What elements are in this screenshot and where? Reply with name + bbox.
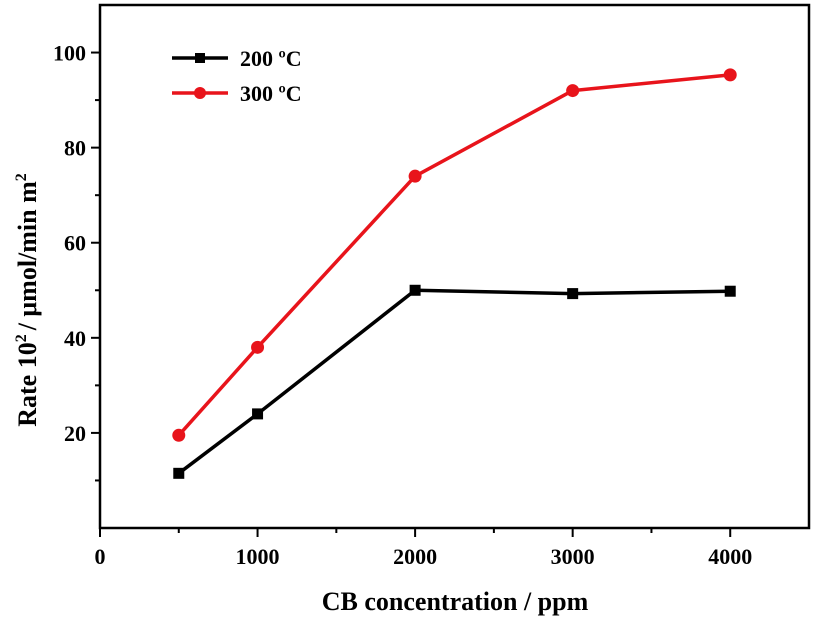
y-tick-label: 80	[64, 136, 86, 161]
data-point	[251, 340, 265, 354]
x-tick-label: 4000	[708, 544, 752, 569]
series-1	[172, 68, 737, 442]
x-tick-label: 2000	[393, 544, 437, 569]
data-point	[724, 285, 736, 297]
series-line	[177, 73, 731, 437]
legend: 200 ºC 300 ºC	[172, 46, 302, 106]
y-axis-title-prefix: Rate 10	[13, 342, 42, 426]
y-axis-title-suffix-sup: 2	[13, 173, 30, 181]
x-axis-title: CB concentration / ppm	[322, 587, 589, 616]
data-point	[723, 68, 737, 82]
data-point	[252, 408, 264, 420]
data-point	[567, 288, 579, 300]
legend-label: 300 ºC	[240, 81, 302, 106]
y-axis-title-middle: / μmol/min m	[13, 181, 42, 331]
y-tick-label: 40	[64, 326, 86, 351]
data-point	[409, 284, 421, 296]
legend-marker	[194, 87, 206, 99]
x-tick-label: 1000	[236, 544, 280, 569]
data-point	[172, 428, 186, 442]
y-axis-title-prefix-sup: 2	[13, 334, 30, 342]
data-point	[566, 84, 580, 98]
legend-marker	[195, 53, 205, 63]
data-point	[408, 169, 422, 183]
y-tick-label: 60	[64, 231, 86, 256]
data-point	[173, 467, 185, 479]
y-tick-label: 20	[64, 421, 86, 446]
series-line	[177, 288, 731, 475]
x-tick-label: 0	[95, 544, 106, 569]
y-axis-title: Rate 102/ μmol/min m2	[13, 173, 42, 427]
y-tick-label: 100	[53, 41, 86, 66]
y-axis-ticks: 20 40 60 80 100	[53, 41, 100, 482]
series-0	[173, 284, 736, 479]
x-axis-ticks: 0 1000 2000 3000 4000	[95, 528, 752, 569]
series-layer	[172, 68, 737, 479]
plot-frame	[98, 3, 811, 530]
x-tick-label: 3000	[551, 544, 595, 569]
legend-label: 200 ºC	[240, 46, 302, 71]
